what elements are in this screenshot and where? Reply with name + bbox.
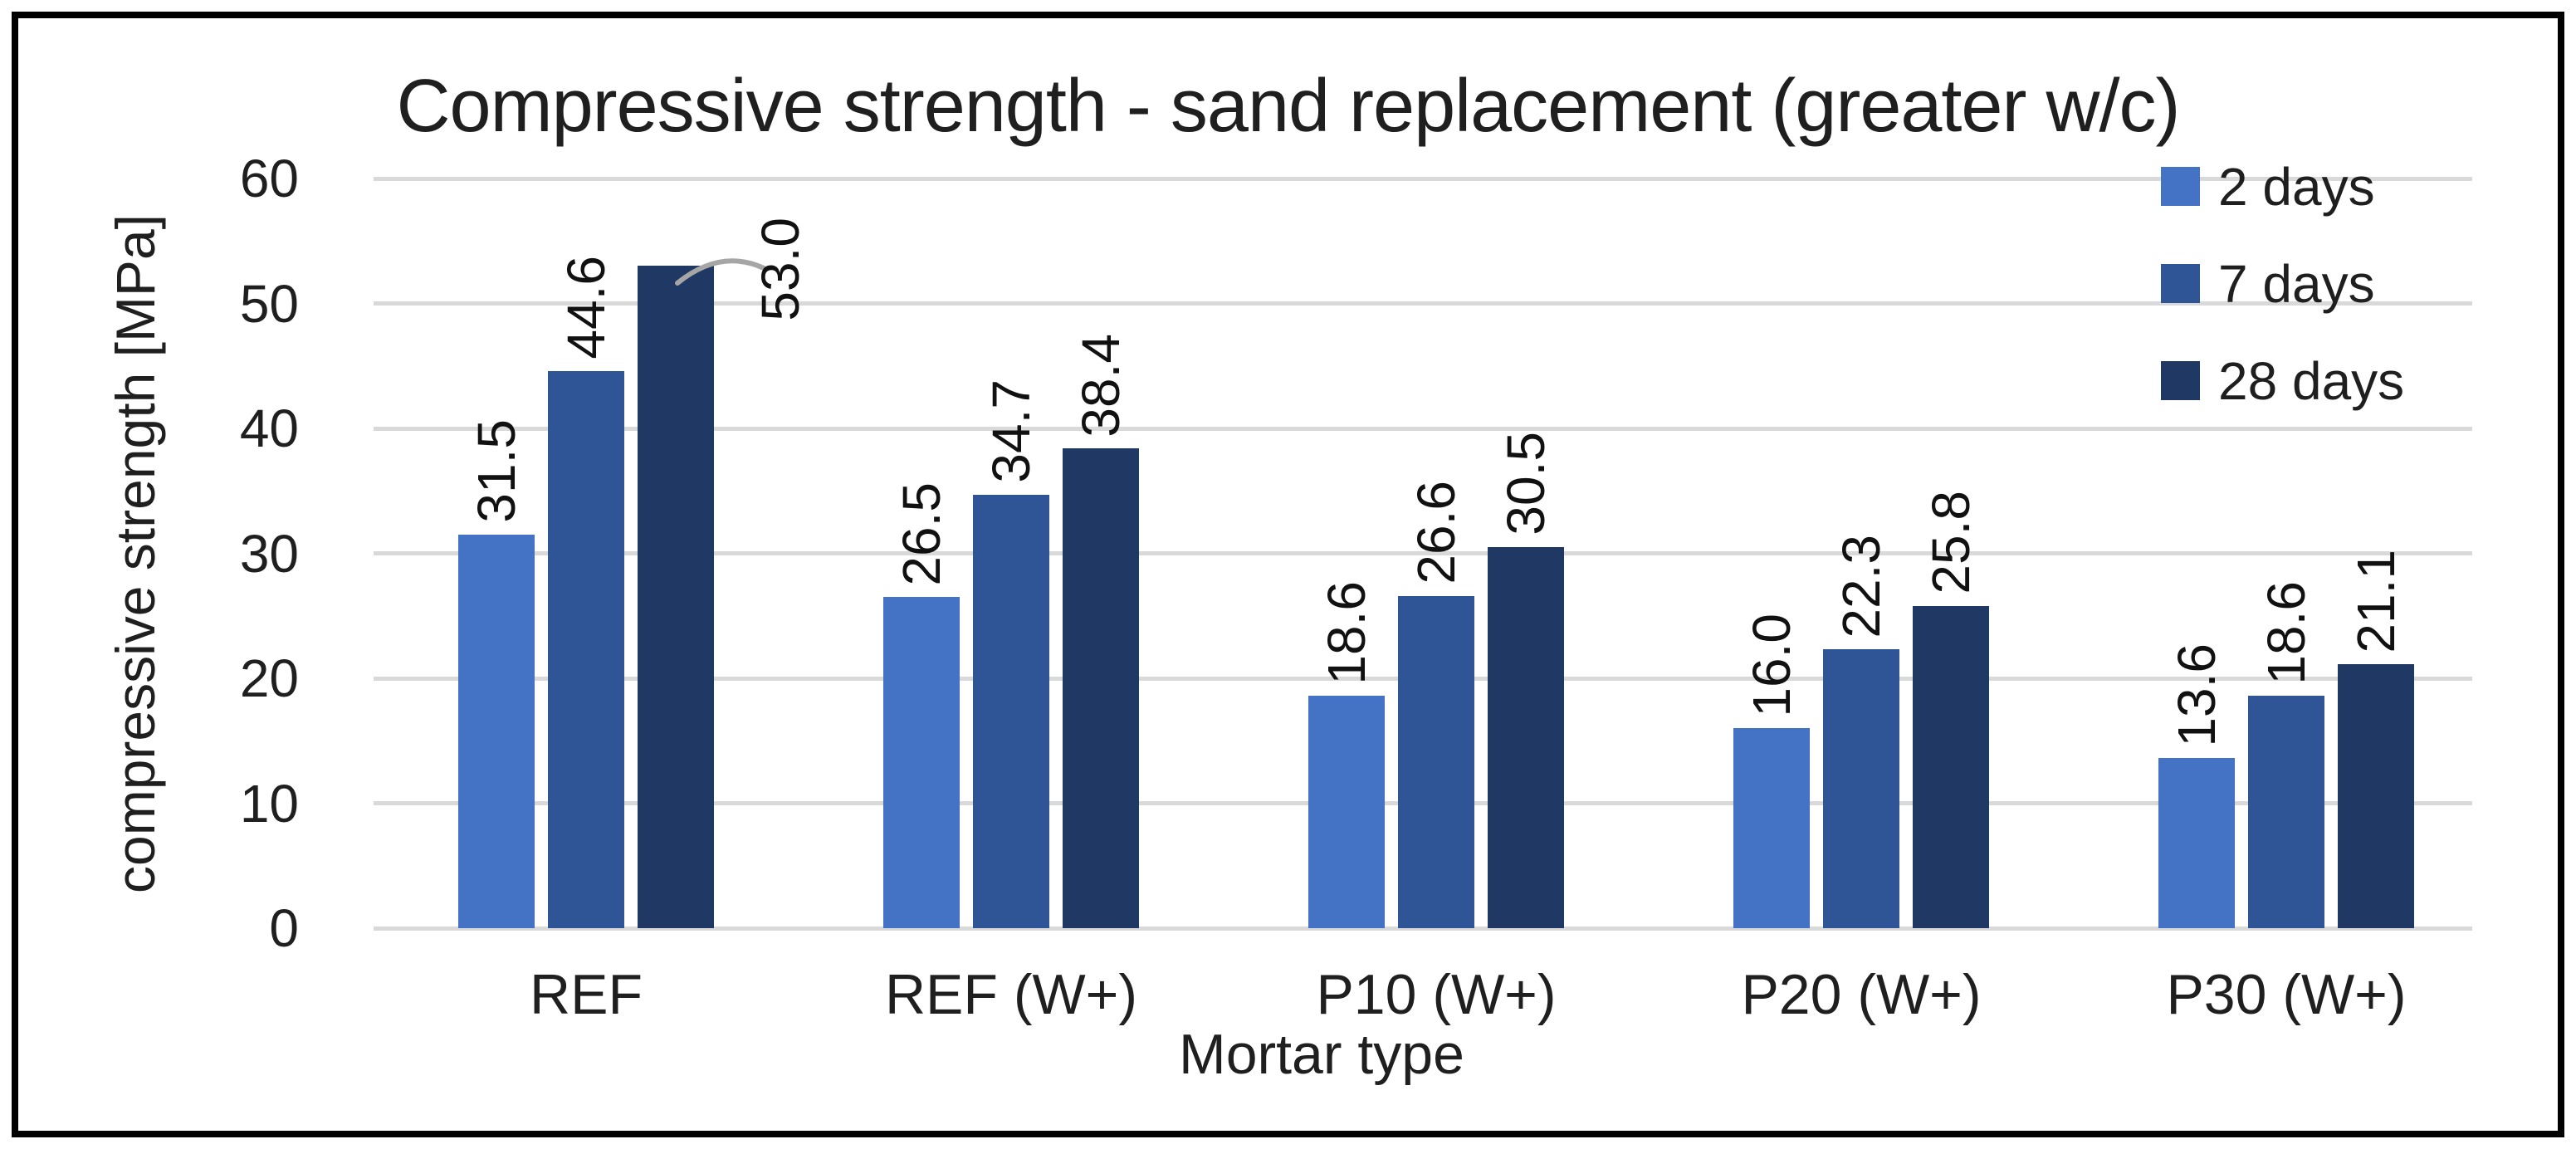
bar-label-P30 (W+)-7 days: 18.6 <box>2256 580 2316 685</box>
bar-label-P10 (W+)-2 days: 18.6 <box>1317 580 1376 685</box>
bar-P20 (W+)-28 days <box>1913 605 1989 928</box>
gridline-y-50 <box>374 301 2472 306</box>
x-category-label-P20 (W+): P20 (W+) <box>1741 963 1982 1026</box>
bar-REF (W+)-7 days <box>973 494 1049 928</box>
legend-swatch-28 days <box>2161 361 2200 400</box>
bar-label-P10 (W+)-28 days: 30.5 <box>1496 432 1556 535</box>
chart-title: Compressive strength - sand replacement … <box>396 65 2181 148</box>
legend-label-2 days: 2 days <box>2218 156 2375 217</box>
legend: 2 days 7 days 28 days <box>2161 157 2404 458</box>
bar-label-P10 (W+)-7 days: 26.6 <box>1406 481 1466 584</box>
y-tick-label-10: 10 <box>239 773 299 834</box>
y-tick-label-40: 40 <box>239 398 299 458</box>
bar-label-REF-28 days: 53.0 <box>750 217 810 321</box>
bar-REF (W+)-28 days <box>1063 448 1139 928</box>
bar-P20 (W+)-7 days <box>1823 649 1899 928</box>
bar-label-REF-2 days: 31.5 <box>467 419 526 523</box>
plot-area: 31.5 44.6 53.0 26.5 34.7 38.4 18.6 26.6 30.5 16.0… <box>374 176 2499 931</box>
bar-label-REF-7 days: 44.6 <box>556 256 616 359</box>
gridline-y-60 <box>374 176 2472 181</box>
y-tick-label-60: 60 <box>239 149 299 208</box>
bar-label-REF (W+)-28 days: 38.4 <box>1071 333 1131 438</box>
legend-entry-7 days: 7 days <box>2161 254 2404 314</box>
bar-P10 (W+)-2 days <box>1308 696 1385 928</box>
gridline-y-40 <box>374 426 2472 431</box>
bar-P10 (W+)-28 days <box>1488 546 1564 928</box>
bar-REF-7 days <box>548 370 624 928</box>
legend-label-7 days: 7 days <box>2218 253 2375 314</box>
y-tick-label-20: 20 <box>239 648 299 708</box>
bar-label-P30 (W+)-28 days: 21.1 <box>2346 549 2406 653</box>
legend-swatch-7 days <box>2161 264 2200 303</box>
y-axis-title: compressive strength [MPa] <box>105 213 166 893</box>
x-category-label-REF (W+): REF (W+) <box>884 963 1138 1026</box>
legend-label-28 days: 28 days <box>2218 350 2405 411</box>
gridline-y-30 <box>374 551 2472 555</box>
x-category-label-P30 (W+): P30 (W+) <box>2166 963 2407 1026</box>
legend-swatch-2 days <box>2161 167 2200 206</box>
gridline-y-0 <box>374 926 2472 931</box>
bar-P30 (W+)-7 days <box>2248 696 2324 928</box>
bar-P10 (W+)-7 days <box>1398 595 1474 928</box>
x-category-label-P10 (W+): P10 (W+) <box>1316 963 1557 1026</box>
bar-REF-2 days <box>458 534 535 928</box>
bar-REF-28 days <box>638 266 714 928</box>
y-tick-label-30: 30 <box>239 523 299 584</box>
bar-P30 (W+)-2 days <box>2158 758 2235 928</box>
bar-label-REF (W+)-7 days: 34.7 <box>981 379 1041 483</box>
bar-REF (W+)-2 days <box>883 597 960 928</box>
bar-label-P30 (W+)-2 days: 13.6 <box>2167 643 2227 747</box>
y-tick-label-0: 0 <box>269 898 299 958</box>
bar-label-P20 (W+)-2 days: 16.0 <box>1742 613 1801 717</box>
y-axis-title-box: compressive strength [MPa] <box>98 178 173 928</box>
bar-P30 (W+)-28 days <box>2338 664 2414 928</box>
bar-label-P20 (W+)-7 days: 22.3 <box>1831 534 1891 638</box>
x-axis-title: Mortar type <box>1179 1023 1464 1086</box>
y-tick-label-50: 50 <box>239 273 299 334</box>
bar-label-P20 (W+)-28 days: 25.8 <box>1921 491 1981 594</box>
x-category-label-REF: REF <box>530 963 643 1026</box>
legend-entry-2 days: 2 days <box>2161 157 2404 217</box>
legend-entry-28 days: 28 days <box>2161 351 2404 411</box>
bar-P20 (W+)-2 days <box>1733 728 1810 928</box>
bar-label-REF (W+)-2 days: 26.5 <box>892 482 951 586</box>
